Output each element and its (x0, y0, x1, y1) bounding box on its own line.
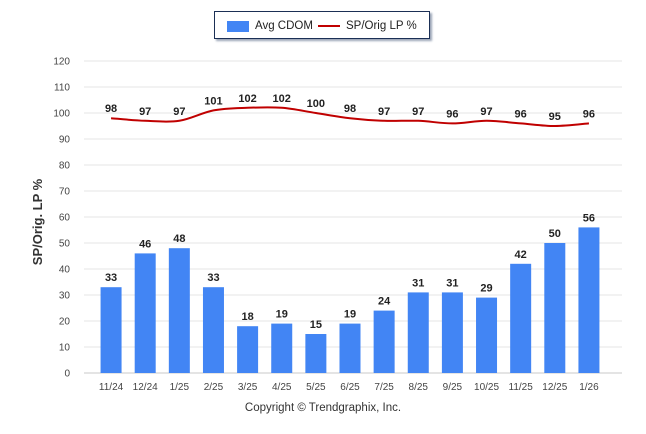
y-axis-title: SP/Orig. LP % (30, 178, 45, 265)
bar (202, 287, 224, 373)
x-tick-label: 5/25 (306, 382, 326, 393)
y-tick-label: 70 (59, 187, 71, 198)
bar (544, 243, 566, 373)
x-tick-label: 1/26 (579, 382, 599, 393)
bar (339, 323, 361, 373)
bar-value-label: 29 (480, 283, 492, 295)
legend: Avg CDOM SP/Orig LP % (214, 11, 430, 39)
line-value-label: 98 (105, 103, 117, 115)
x-tick-label: 2/25 (204, 382, 224, 393)
line-value-label: 96 (446, 108, 458, 120)
y-tick-label: 90 (59, 135, 71, 146)
bar (476, 297, 498, 373)
x-tick-label: 12/25 (542, 382, 567, 393)
line-value-label: 96 (583, 108, 595, 120)
bar (271, 323, 293, 373)
x-tick-label: 12/24 (133, 382, 158, 393)
line-series (110, 106, 590, 128)
legend-line-swatch (318, 25, 340, 27)
bar-value-label: 50 (549, 228, 561, 240)
legend-label: SP/Orig LP % (346, 20, 417, 32)
y-tick-label: 40 (59, 265, 71, 276)
bar-value-label: 46 (139, 238, 151, 250)
bar-value-label: 33 (207, 272, 219, 284)
x-tick-label: 9/25 (443, 382, 463, 393)
y-tick-label: 20 (59, 317, 71, 328)
bar (237, 326, 259, 373)
bar (441, 292, 463, 373)
bar-value-label: 18 (241, 311, 253, 323)
y-tick-label: 30 (59, 291, 71, 302)
sp-orig-lp-line (110, 106, 590, 128)
y-tick-label: 80 (59, 161, 71, 172)
x-axis-ticks: 11/24 12/24 1/25 2/25 3/25 4/25 5/25 6/25 7/25 8/… (99, 382, 599, 393)
y-tick-label: 100 (53, 109, 70, 120)
x-tick-label: 1/25 (170, 382, 190, 393)
x-tick-label: 7/25 (374, 382, 394, 393)
line-value-label: 102 (238, 93, 256, 105)
copyright: Copyright © Trendgraphix, Inc. (244, 402, 402, 414)
bar-data-labels: 33 46 48 33 18 19 15 19 24 31 31 29 42 50 56 (105, 212, 595, 331)
bar-value-label: 19 (344, 309, 356, 321)
bar-value-label: 48 (173, 233, 185, 245)
bar (168, 248, 190, 373)
bar (373, 310, 395, 373)
legend-label: Avg CDOM (255, 20, 313, 32)
bar-value-label: 42 (515, 249, 527, 261)
y-axis-ticks: 0 10 20 30 40 50 60 70 80 90 100 110 120 (53, 57, 70, 380)
y-tick-label: 60 (59, 213, 71, 224)
line-value-label: 98 (344, 103, 356, 115)
line-value-label: 96 (515, 108, 527, 120)
line-value-label: 97 (480, 106, 492, 118)
bar-value-label: 33 (105, 272, 117, 284)
legend-bar-swatch (227, 20, 249, 32)
bar (305, 334, 327, 373)
line-value-label: 97 (139, 106, 151, 118)
x-tick-label: 11/25 (509, 382, 534, 393)
y-tick-label: 10 (59, 343, 71, 354)
y-tick-label: 50 (59, 239, 71, 250)
x-tick-label: 8/25 (409, 382, 429, 393)
bar-value-label: 31 (412, 277, 424, 289)
x-tick-label: 4/25 (272, 382, 292, 393)
y-tick-label: 0 (64, 369, 70, 380)
bar-series (100, 227, 600, 373)
bar (100, 287, 122, 373)
y-tick-label: 110 (54, 83, 70, 94)
bar-value-label: 56 (583, 212, 595, 224)
line-data-labels: 98 97 97 101 102 102 100 98 97 97 96 97 96 95 96 (105, 93, 595, 123)
bar (134, 253, 156, 373)
bar-value-label: 19 (276, 309, 288, 321)
x-tick-label: 6/25 (340, 382, 360, 393)
x-tick-label: 3/25 (238, 382, 258, 393)
line-value-label: 95 (549, 111, 561, 123)
legend-item-avg-cdom[interactable]: Avg CDOM (227, 18, 313, 34)
bar-value-label: 15 (310, 319, 322, 331)
x-tick-label: 11/24 (99, 382, 124, 393)
bar-value-label: 31 (446, 277, 458, 289)
legend-item-sp-orig-lp[interactable]: SP/Orig LP % (318, 18, 417, 34)
y-tick-label: 120 (53, 57, 70, 68)
line-value-label: 101 (204, 95, 222, 107)
line-value-label: 100 (307, 98, 325, 110)
bar (510, 263, 532, 373)
line-value-label: 97 (173, 106, 185, 118)
x-tick-label: 10/25 (474, 382, 499, 393)
bar (578, 227, 600, 373)
bar-value-label: 24 (378, 296, 391, 308)
line-value-label: 97 (378, 106, 390, 118)
line-value-label: 102 (273, 93, 291, 105)
bar (407, 292, 429, 373)
line-value-label: 97 (412, 106, 424, 118)
